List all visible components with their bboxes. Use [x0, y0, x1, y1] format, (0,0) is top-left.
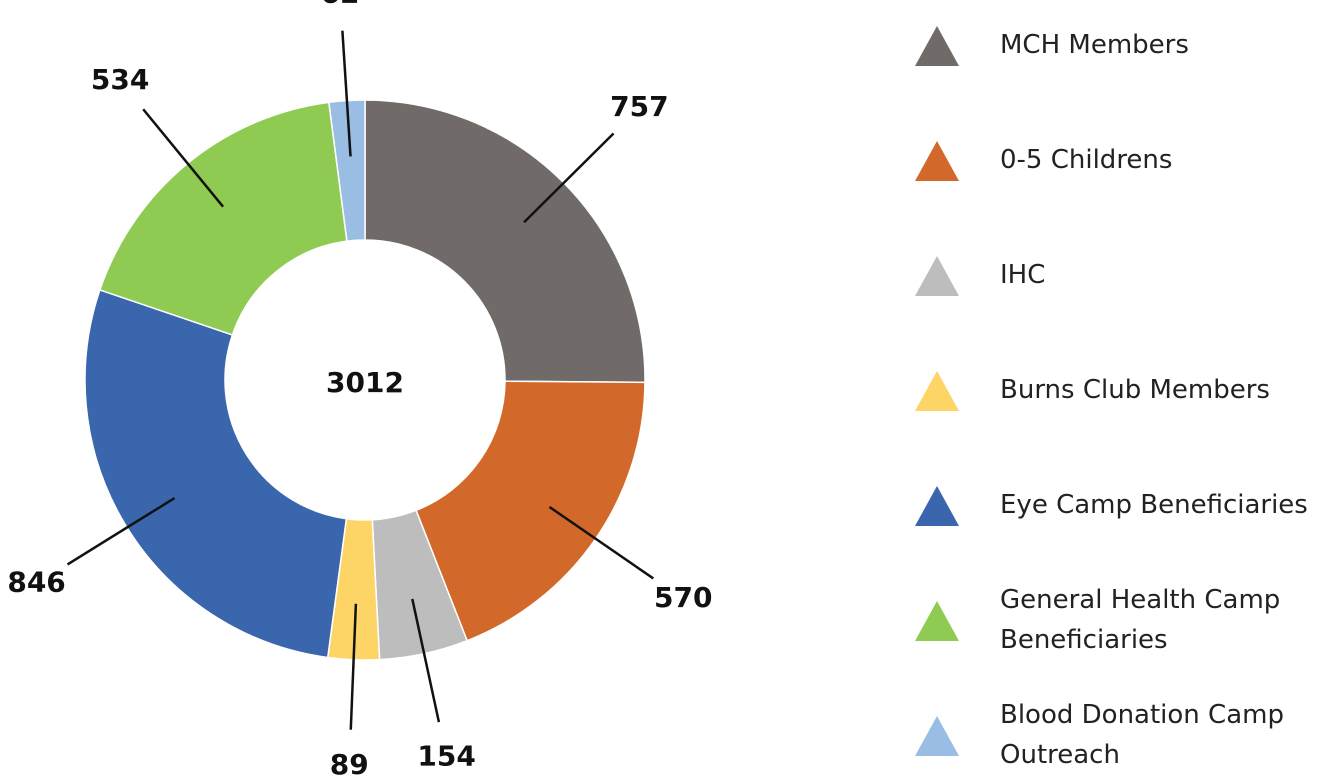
- legend-label: IHC: [1000, 260, 1046, 290]
- leader-line: [411, 598, 441, 723]
- data-label: 534: [91, 63, 149, 96]
- leader-line: [142, 108, 225, 208]
- legend-triangle: [915, 716, 959, 756]
- legend-triangle: [915, 601, 959, 641]
- legend-item: MCH Members: [912, 5, 1312, 85]
- data-label: 846: [7, 566, 65, 599]
- legend-item: Burns Club Members: [912, 350, 1312, 430]
- legend-label: General Health Camp Beneficiaries: [1000, 585, 1281, 655]
- legend-item: Blood Donation Camp Outreach: [912, 695, 1312, 775]
- legend-triangle: [915, 371, 959, 411]
- legend-marker: [915, 26, 959, 66]
- legend-triangle: [915, 26, 959, 66]
- legend-label: 0-5 Childrens: [1000, 145, 1173, 175]
- legend-label: Eye Camp Beneficiaries: [1000, 490, 1308, 520]
- legend-marker: [915, 141, 959, 181]
- data-label: 757: [610, 90, 668, 123]
- legend-label: Blood Donation Camp Outreach: [1000, 700, 1284, 770]
- legend-item: 0-5 Childrens: [912, 120, 1312, 200]
- donut-slice: [415, 380, 646, 642]
- legend-triangle: [915, 486, 959, 526]
- donut-slice: [364, 99, 646, 384]
- legend-label: MCH Members: [1000, 30, 1189, 60]
- leader-line: [523, 132, 615, 224]
- legend-marker: [915, 371, 959, 411]
- donut-slice: [84, 288, 348, 659]
- donut-slice: [328, 99, 366, 243]
- legend-marker: [915, 716, 959, 756]
- data-label: 570: [654, 581, 712, 614]
- center-label: 3012: [326, 366, 404, 399]
- leader-line: [66, 496, 176, 566]
- data-label: 62: [321, 0, 360, 9]
- legend-item: General Health Camp Beneficiaries: [912, 580, 1312, 660]
- leader-line: [349, 603, 358, 730]
- data-label: 89: [330, 748, 369, 776]
- legend-label: Burns Club Members: [1000, 375, 1270, 405]
- legend-triangle: [915, 256, 959, 296]
- legend-marker: [915, 486, 959, 526]
- legend-marker: [915, 256, 959, 296]
- legend-triangle: [915, 141, 959, 181]
- donut-slice: [98, 101, 348, 336]
- leader-line: [548, 505, 655, 580]
- chart: 3012 757 570 154 89 846 534 62: [7, 0, 712, 776]
- leader-line: [341, 30, 352, 157]
- legend-item: Eye Camp Beneficiaries: [912, 465, 1312, 545]
- legend-item: IHC: [912, 235, 1312, 315]
- legend-marker: [915, 601, 959, 641]
- data-label: 154: [417, 740, 475, 773]
